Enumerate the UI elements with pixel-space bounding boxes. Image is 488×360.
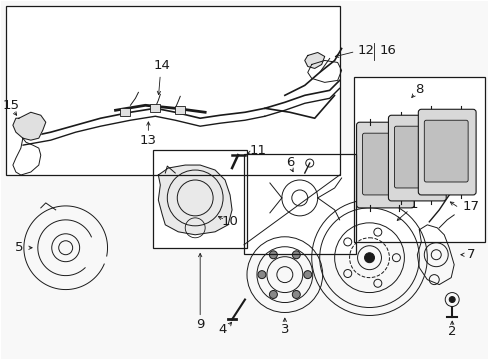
FancyBboxPatch shape <box>387 115 446 201</box>
Text: 17: 17 <box>461 201 478 213</box>
Text: 12: 12 <box>357 44 374 57</box>
Text: 5: 5 <box>15 241 23 254</box>
Text: 15: 15 <box>2 99 20 112</box>
Circle shape <box>303 271 311 279</box>
Text: 7: 7 <box>466 248 474 261</box>
Polygon shape <box>158 165 232 235</box>
Text: 3: 3 <box>280 323 288 336</box>
Circle shape <box>269 291 277 298</box>
Text: 4: 4 <box>218 323 226 336</box>
Bar <box>6 6 339 175</box>
Text: 6: 6 <box>285 156 293 168</box>
Text: 14: 14 <box>154 59 170 72</box>
FancyBboxPatch shape <box>362 133 406 195</box>
Bar <box>153 150 246 248</box>
FancyBboxPatch shape <box>417 109 475 195</box>
FancyBboxPatch shape <box>424 120 467 182</box>
Bar <box>120 108 130 116</box>
Circle shape <box>292 291 300 298</box>
Bar <box>150 104 160 112</box>
Circle shape <box>269 251 277 259</box>
Polygon shape <box>13 112 46 140</box>
Bar <box>153 150 246 248</box>
Text: 10: 10 <box>221 215 238 228</box>
Circle shape <box>364 253 374 263</box>
Text: 13: 13 <box>140 134 157 147</box>
Text: 16: 16 <box>379 44 396 57</box>
Bar <box>244 154 355 254</box>
Text: 1: 1 <box>408 198 417 211</box>
Bar <box>353 77 484 242</box>
FancyBboxPatch shape <box>394 126 437 188</box>
Bar <box>175 106 185 114</box>
Polygon shape <box>304 53 324 68</box>
Text: 9: 9 <box>196 318 204 331</box>
Bar <box>353 77 484 242</box>
Circle shape <box>448 297 454 302</box>
Circle shape <box>258 271 265 279</box>
Text: 8: 8 <box>414 83 423 96</box>
FancyBboxPatch shape <box>356 122 413 208</box>
Bar <box>6 6 339 175</box>
Text: 11: 11 <box>249 144 266 157</box>
Circle shape <box>292 251 300 259</box>
Bar <box>244 154 355 254</box>
Text: 2: 2 <box>447 325 455 338</box>
